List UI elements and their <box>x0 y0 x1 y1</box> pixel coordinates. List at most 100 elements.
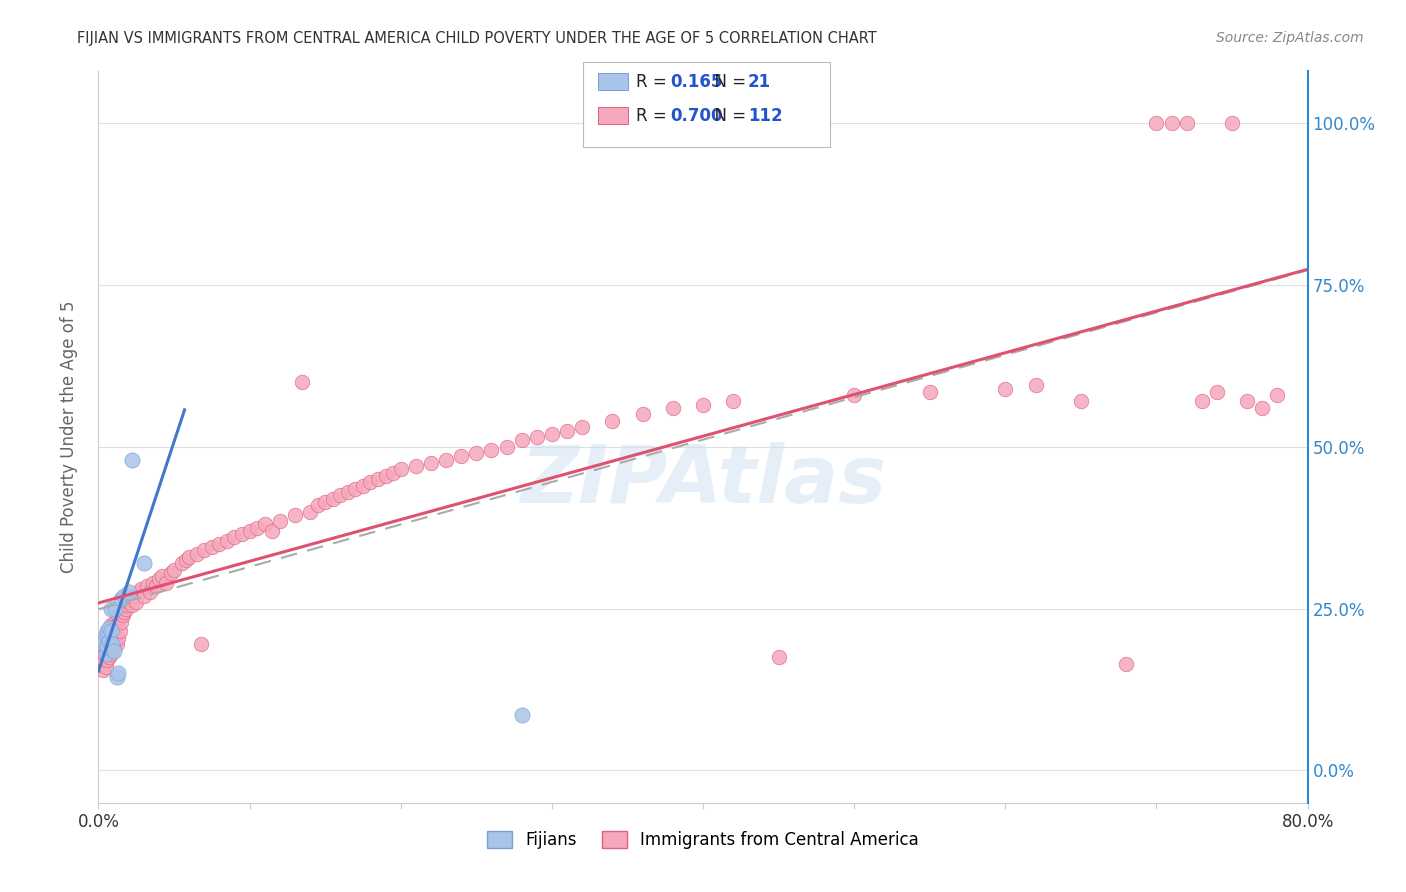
Point <box>91 663 114 677</box>
Point <box>128 585 150 599</box>
Point <box>93 653 115 667</box>
Point <box>100 601 122 615</box>
Point <box>1220 116 1243 130</box>
Text: R =: R = <box>636 73 672 91</box>
Point <box>103 621 125 635</box>
Point <box>100 647 122 661</box>
Point <box>269 514 291 528</box>
Point <box>98 637 121 651</box>
Point <box>367 472 389 486</box>
Point <box>1070 394 1092 409</box>
Point <box>723 394 745 409</box>
Point <box>284 508 307 522</box>
Point <box>481 443 503 458</box>
Point <box>108 624 131 639</box>
Point <box>374 469 396 483</box>
Point <box>389 462 412 476</box>
Point <box>107 631 129 645</box>
Point <box>91 637 114 651</box>
Point <box>163 563 186 577</box>
Point <box>382 466 405 480</box>
Point <box>142 575 165 590</box>
Point <box>112 605 135 619</box>
Point <box>314 495 336 509</box>
Point <box>224 530 246 544</box>
Point <box>105 637 128 651</box>
Point <box>336 485 359 500</box>
Text: 0.700: 0.700 <box>671 107 723 125</box>
Point <box>329 488 352 502</box>
Point <box>148 573 170 587</box>
Point <box>661 401 683 415</box>
Text: 21: 21 <box>748 73 770 91</box>
Point <box>495 440 517 454</box>
Point <box>1144 116 1167 130</box>
Point <box>122 589 145 603</box>
Point <box>98 634 121 648</box>
Point <box>1175 116 1198 130</box>
Point <box>129 582 152 597</box>
Point <box>107 608 129 623</box>
Point <box>994 382 1017 396</box>
Text: Source: ZipAtlas.com: Source: ZipAtlas.com <box>1216 31 1364 45</box>
Point <box>322 491 344 506</box>
Point <box>540 426 562 441</box>
Point <box>103 643 125 657</box>
Text: ZIPAtlas: ZIPAtlas <box>520 442 886 520</box>
Point <box>94 647 117 661</box>
Point <box>100 617 122 632</box>
Point <box>96 627 118 641</box>
Point <box>101 643 124 657</box>
Text: R =: R = <box>636 107 672 125</box>
Point <box>96 653 118 667</box>
Point <box>94 643 117 657</box>
Point <box>155 575 177 590</box>
Point <box>96 624 118 639</box>
Point <box>405 459 427 474</box>
Legend: Fijians, Immigrants from Central America: Fijians, Immigrants from Central America <box>486 831 920 849</box>
Point <box>93 634 115 648</box>
Point <box>1024 378 1046 392</box>
Point <box>110 591 132 606</box>
Point <box>101 627 124 641</box>
Point <box>246 521 269 535</box>
Point <box>98 650 121 665</box>
Point <box>208 537 231 551</box>
Point <box>98 621 121 635</box>
Point <box>1191 394 1213 409</box>
Point <box>132 589 155 603</box>
Point <box>111 608 134 623</box>
Point <box>160 566 183 580</box>
Point <box>145 579 167 593</box>
Point <box>125 595 148 609</box>
Point <box>1251 401 1274 415</box>
Point <box>262 524 284 538</box>
Point <box>1160 116 1182 130</box>
Point <box>94 634 117 648</box>
Point <box>1236 394 1258 409</box>
Point <box>450 450 472 464</box>
Point <box>299 504 322 518</box>
Point <box>1115 657 1137 671</box>
Text: N =: N = <box>704 73 752 91</box>
Point <box>121 452 143 467</box>
Point <box>291 375 314 389</box>
Point <box>105 669 128 683</box>
Point <box>555 424 578 438</box>
Point <box>174 553 197 567</box>
Point <box>118 595 141 609</box>
Y-axis label: Child Poverty Under the Age of 5: Child Poverty Under the Age of 5 <box>59 301 77 574</box>
Point <box>103 640 125 655</box>
Point <box>114 601 136 615</box>
Point <box>510 434 533 448</box>
Point <box>186 547 208 561</box>
Point <box>105 617 128 632</box>
Text: N =: N = <box>704 107 752 125</box>
Point <box>1206 384 1229 399</box>
Point <box>631 408 654 422</box>
Point <box>465 446 488 460</box>
Point <box>201 540 224 554</box>
Point <box>602 414 624 428</box>
Point <box>115 599 138 613</box>
Point <box>104 615 127 629</box>
